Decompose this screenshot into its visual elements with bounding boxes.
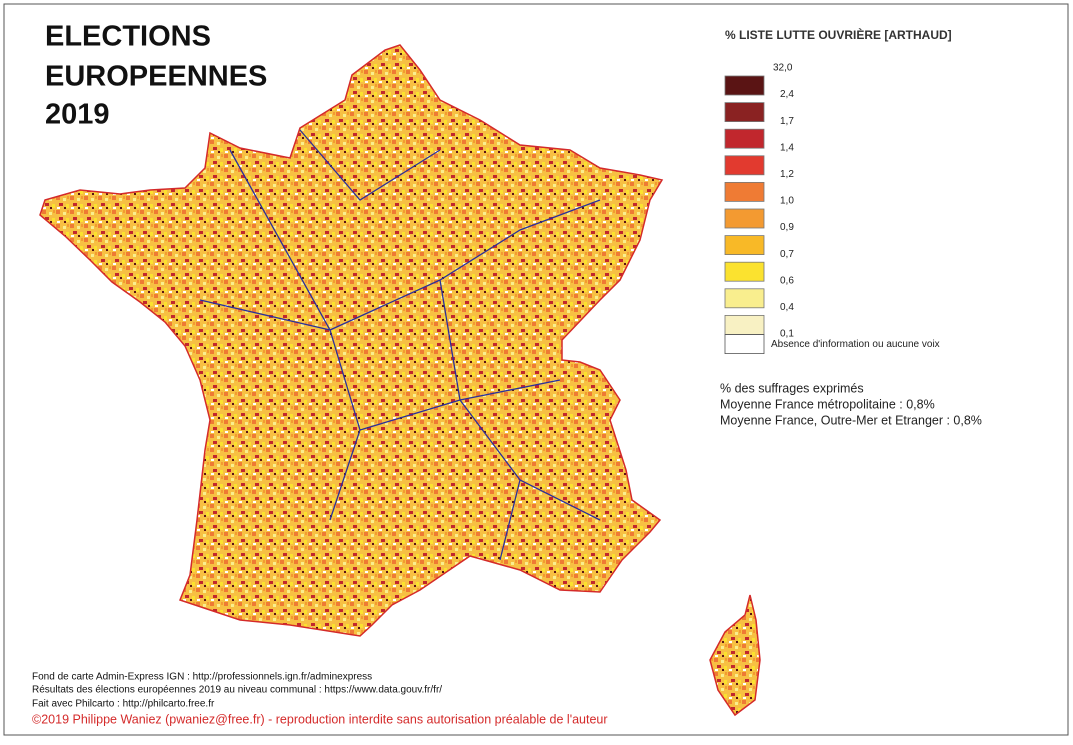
legend-swatch bbox=[724, 235, 765, 256]
title: ELECTIONS EUROPEENNES 2019 bbox=[45, 21, 267, 131]
legend-swatch bbox=[724, 128, 765, 149]
legend-swatch bbox=[724, 208, 765, 229]
source: Fait avec Philcarto : http://philcarto.f… bbox=[32, 699, 215, 710]
legend: 32,0 2,4 1,7 1,4 1,2 1,0 0,9 0,7 0,6 0,4 0,1Absenc… bbox=[724, 63, 940, 355]
legend-swatch bbox=[724, 181, 765, 202]
legend-label: 1,0 bbox=[780, 196, 794, 207]
legend-label: 32,0 bbox=[773, 63, 793, 74]
legend-swatch bbox=[724, 75, 765, 96]
legend-label: 0,9 bbox=[780, 222, 794, 233]
legend-label: 0,7 bbox=[780, 249, 794, 260]
title-line: EUROPEENNES bbox=[45, 61, 267, 93]
legend-label: 0,1 bbox=[780, 329, 794, 340]
legend-swatch bbox=[724, 314, 765, 335]
legend-title: % LISTE LUTTE OUVRIÈRE [ARTHAUD] bbox=[725, 27, 952, 42]
legend-swatch bbox=[724, 102, 765, 122]
note: % des suffrages exprimés bbox=[720, 381, 864, 395]
legend-swatch bbox=[724, 155, 765, 176]
note: Moyenne France, Outre-Mer et Etranger : … bbox=[720, 413, 982, 427]
title-line: 2019 bbox=[45, 99, 110, 131]
note: Moyenne France métropolitaine : 0,8% bbox=[720, 397, 935, 411]
legend-label: 1,2 bbox=[780, 169, 794, 180]
source: Résultats des élections européennes 2019… bbox=[32, 685, 442, 696]
source: Fond de carte Admin-Express IGN : http:/… bbox=[32, 672, 372, 683]
france-map bbox=[39, 44, 761, 717]
legend-label: 0,6 bbox=[780, 275, 794, 286]
legend-label: 0,4 bbox=[780, 302, 794, 313]
legend-label: Absence d'information ou aucune voix bbox=[771, 339, 940, 350]
legend-label: 2,4 bbox=[780, 89, 794, 100]
legend-swatch bbox=[724, 288, 765, 309]
copyright: ©2019 Philippe Waniez (pwaniez@free.fr) … bbox=[32, 712, 608, 726]
title-line: ELECTIONS bbox=[45, 21, 211, 53]
legend-swatch bbox=[724, 261, 765, 282]
legend-swatch bbox=[724, 334, 765, 355]
legend-label: 1,4 bbox=[780, 142, 794, 153]
legend-label: 1,7 bbox=[780, 116, 794, 127]
